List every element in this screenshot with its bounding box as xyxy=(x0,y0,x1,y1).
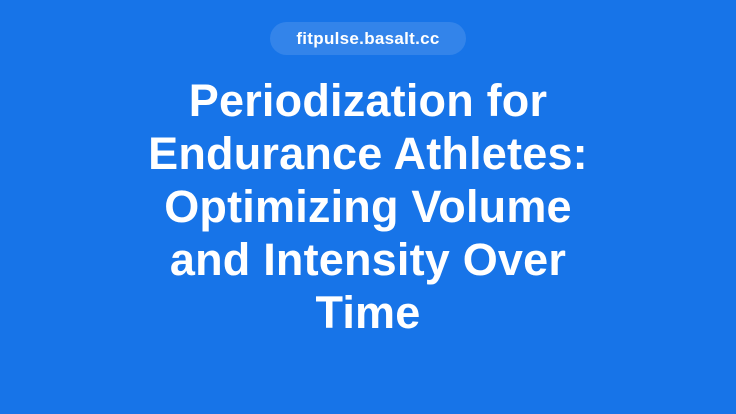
site-domain-badge: fitpulse.basalt.cc xyxy=(270,22,466,55)
page-title: Periodization for Endurance Athletes: Op… xyxy=(148,75,588,338)
